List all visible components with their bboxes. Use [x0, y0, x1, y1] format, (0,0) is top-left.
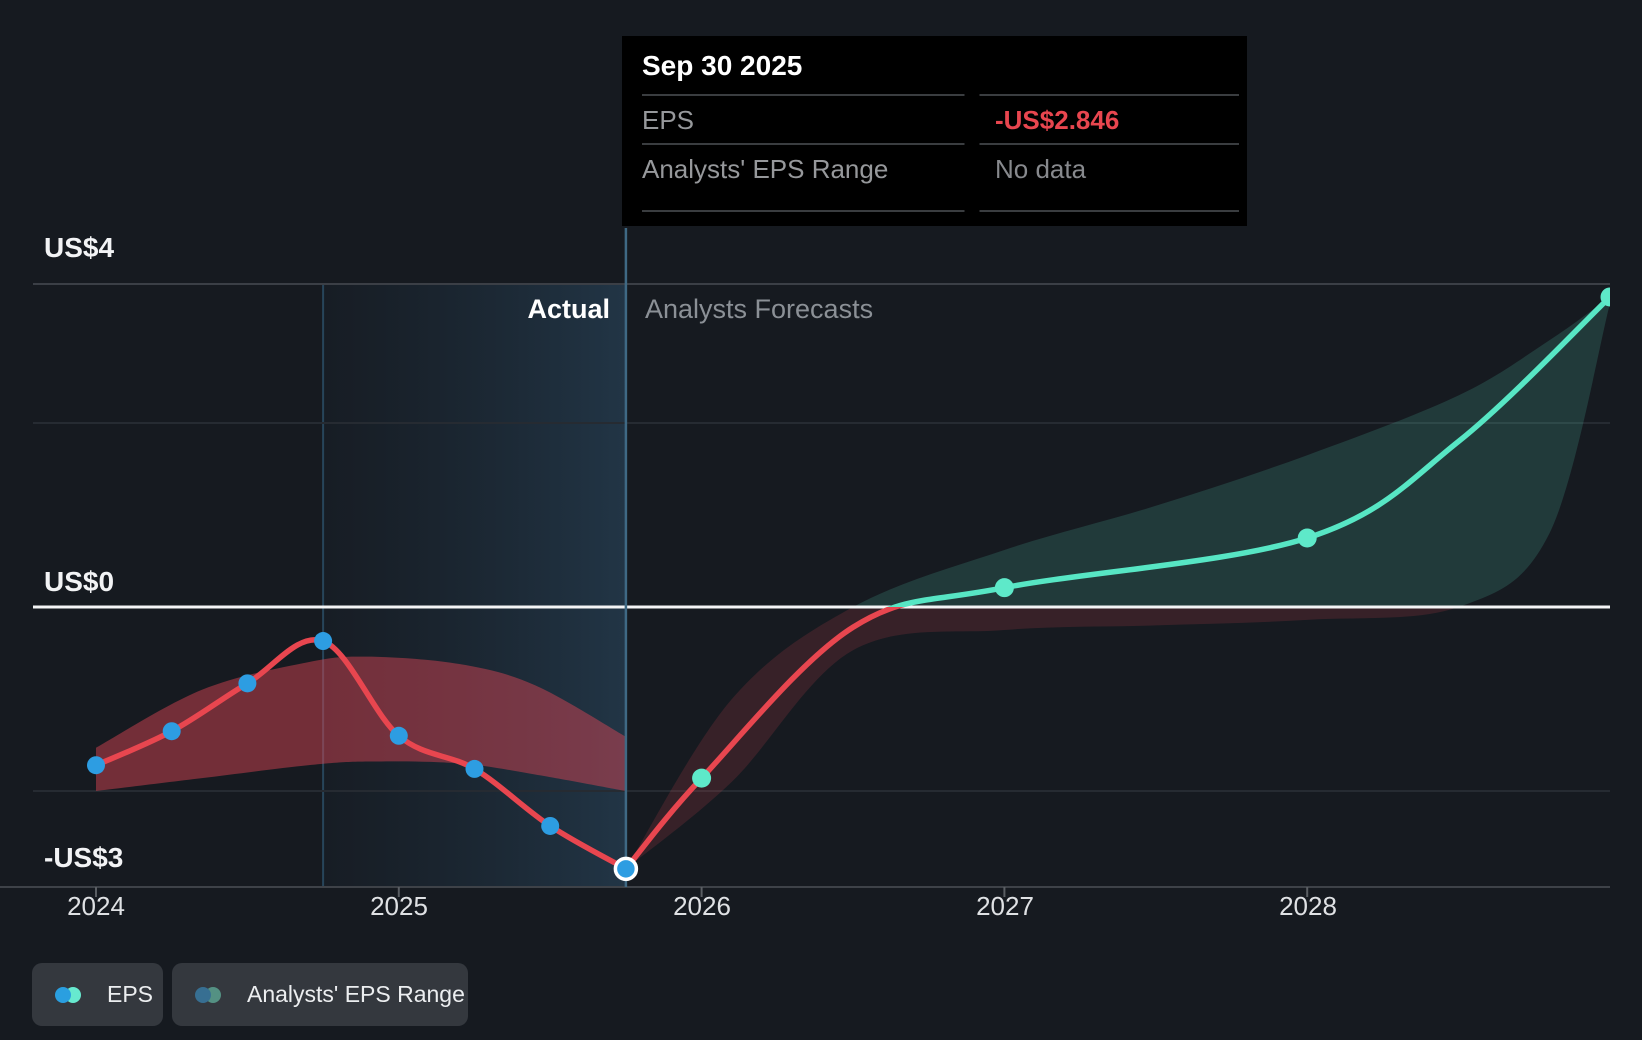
tooltip-range-label: Analysts' EPS Range	[642, 154, 889, 184]
actual-eps-point[interactable]	[389, 726, 408, 745]
tooltip-divider	[642, 210, 1239, 212]
y-axis-label-neg3: -US$3	[44, 842, 124, 873]
today-eps-point-selected[interactable]	[613, 856, 639, 882]
legend-analysts-range-toggle[interactable]: Analysts' EPS Range	[172, 963, 468, 1026]
eps-forecast-line-positive[interactable]	[626, 294, 1610, 869]
tooltip-eps-label: EPS	[642, 105, 695, 135]
forecast-eps-point[interactable]	[1297, 528, 1317, 548]
x-tick-label-2025: 2025	[370, 891, 428, 921]
tooltip-divider	[642, 143, 1239, 145]
actual-eps-point[interactable]	[162, 722, 181, 741]
range-legend-dots-icon	[195, 986, 221, 1003]
eps-actual-line[interactable]	[93, 636, 629, 872]
x-tick-label-2026: 2026	[673, 891, 731, 921]
tooltip-row-range: Analysts' EPS Range No data	[622, 144, 1247, 192]
legend-range-label: Analysts' EPS Range	[247, 981, 465, 1007]
actual-range-dot-icon	[195, 986, 211, 1003]
forecast-eps-point[interactable]	[692, 768, 712, 788]
chart-tooltip: Sep 30 2025 EPS -US$2.846 Analysts' EPS …	[622, 36, 1247, 226]
actual-eps-point[interactable]	[238, 674, 257, 693]
y-axis-label-4: US$4	[44, 232, 115, 263]
y-axis-label-0: US$0	[44, 566, 115, 597]
forecast-eps-point[interactable]	[1600, 287, 1620, 307]
tooltip-range-value: No data	[995, 154, 1087, 184]
actual-eps-point[interactable]	[314, 632, 333, 651]
x-tick-label-2024: 2024	[67, 891, 125, 921]
eps-legend-dots-icon	[55, 986, 81, 1003]
legend-eps-label: EPS	[107, 981, 154, 1007]
analysts-range-band-forecast-positive	[853, 296, 1610, 607]
legend-eps-toggle[interactable]: EPS	[32, 963, 163, 1026]
tooltip-row-eps: EPS -US$2.846	[622, 95, 1247, 143]
tooltip-divider	[642, 94, 1239, 96]
forecast-phase-label: Analysts Forecasts	[645, 294, 874, 324]
x-tick-label-2028: 2028	[1279, 891, 1337, 921]
x-tick-label-2027: 2027	[976, 891, 1034, 921]
tooltip-eps-value: -US$2.846	[995, 105, 1120, 135]
forecast-eps-point[interactable]	[994, 578, 1014, 598]
tooltip-date: Sep 30 2025	[642, 50, 803, 81]
eps-forecast-line-negative[interactable]	[623, 297, 1610, 872]
actual-eps-dot-icon	[55, 986, 71, 1003]
actual-eps-point[interactable]	[465, 759, 484, 778]
past-year-highlight	[323, 284, 626, 887]
actual-eps-point[interactable]	[541, 816, 560, 835]
actual-eps-point[interactable]	[87, 756, 105, 775]
analysts-range-band-actual	[96, 656, 626, 791]
actual-phase-label: Actual	[527, 294, 610, 324]
